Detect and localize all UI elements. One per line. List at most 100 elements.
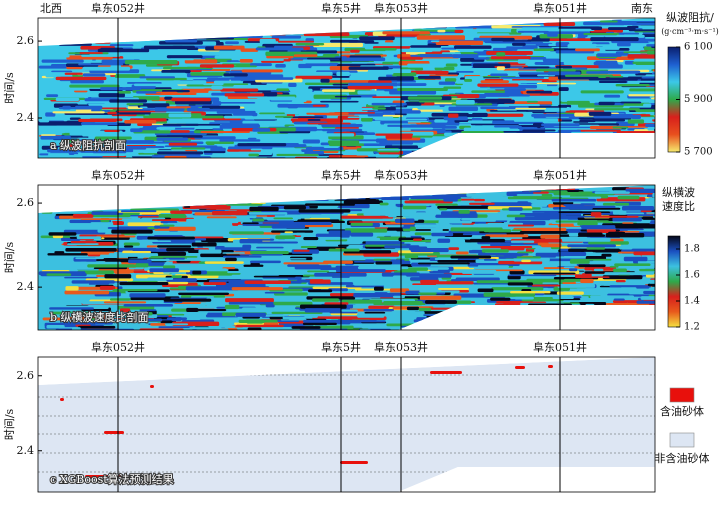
texture [653,128,655,132]
texture [572,142,607,146]
texture [528,186,576,191]
texture [157,151,204,155]
texture [177,25,188,28]
texture [469,202,495,205]
texture [568,324,587,328]
texture [162,66,198,70]
texture [469,145,515,149]
texture [580,278,594,284]
texture [252,193,269,196]
texture [353,281,397,286]
texture [542,282,560,284]
texture [460,309,493,315]
texture [365,241,405,245]
texture [90,191,114,195]
texture [479,323,499,327]
colorbar-tick-label: 1.6 [684,270,700,281]
texture [576,129,621,132]
texture [503,315,552,318]
section [38,357,655,492]
texture [39,118,50,123]
texture [531,203,548,207]
texture [240,193,277,195]
texture [232,187,275,192]
texture [320,27,330,31]
texture [517,149,554,154]
texture [276,153,319,157]
texture [129,293,166,298]
texture [351,28,367,32]
texture [242,222,259,225]
texture [643,209,655,213]
texture [585,108,596,111]
texture [118,90,131,94]
texture [374,286,384,291]
texture [577,152,609,156]
texture [61,208,74,211]
texture [526,278,575,283]
texture [468,265,510,269]
texture [551,198,597,202]
texture [229,231,264,235]
texture [445,191,456,194]
texture [491,37,515,42]
texture [80,148,126,153]
texture [542,58,560,63]
texture [335,265,360,270]
texture [150,323,167,326]
section [38,18,655,158]
texture [82,73,106,77]
texture [90,314,107,318]
texture [325,216,343,220]
texture [62,316,92,320]
texture [524,319,539,324]
texture [152,310,174,313]
texture [99,285,116,290]
texture [454,45,492,49]
texture [296,19,322,23]
texture [444,138,468,143]
texture [628,29,655,32]
section-background [38,357,655,492]
texture [223,83,249,86]
texture [418,292,437,295]
texture [526,186,548,189]
texture [112,140,155,144]
texture [150,191,186,194]
texture [221,25,263,29]
texture [598,80,627,84]
texture [514,296,534,300]
texture [256,246,284,249]
texture [357,266,409,270]
texture [461,130,504,135]
texture [404,255,419,259]
texture [191,242,217,247]
texture [347,85,394,90]
texture [139,126,160,131]
texture [439,315,459,319]
texture [531,284,561,287]
texture [159,224,175,227]
texture [51,70,73,73]
texture [532,151,549,154]
texture [622,315,638,319]
texture [157,19,172,21]
texture [198,108,246,112]
texture [393,275,407,278]
texture [340,215,394,219]
texture [643,103,652,108]
texture [602,145,642,150]
texture [536,68,576,72]
texture [556,291,584,295]
texture [418,307,432,311]
texture [412,283,437,286]
texture [185,286,239,291]
texture [255,47,304,51]
texture [437,205,490,209]
texture [163,198,191,203]
texture [325,80,378,83]
texture [119,308,131,313]
texture [46,94,59,97]
texture [646,310,655,314]
texture [250,200,267,204]
